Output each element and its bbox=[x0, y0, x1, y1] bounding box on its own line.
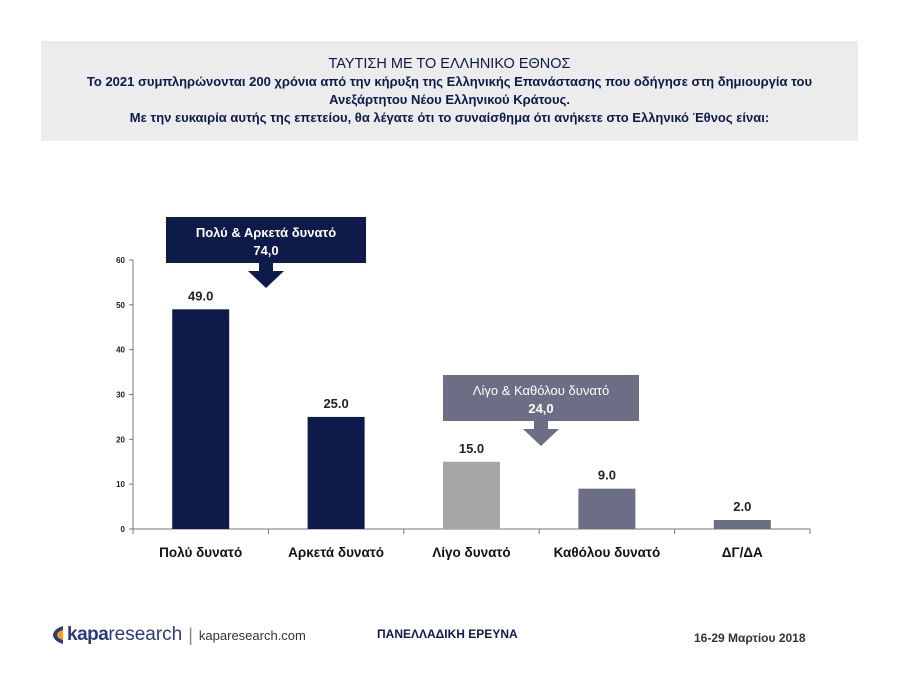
y-tick-label: 50 bbox=[116, 301, 125, 310]
bar bbox=[443, 461, 500, 529]
y-tick-label: 30 bbox=[116, 391, 125, 400]
category-label: Αρκετά δυνατό bbox=[288, 545, 384, 560]
logo-research: research bbox=[108, 624, 183, 645]
y-tick-label: 60 bbox=[116, 256, 125, 265]
category-label: ΔΓ/ΔΑ bbox=[722, 545, 763, 560]
y-tick-label: 20 bbox=[116, 435, 125, 444]
question-line-2: Ανεξάρτητου Νέου Ελληνικού Κράτους. bbox=[329, 92, 570, 107]
y-tick-label: 10 bbox=[116, 480, 125, 489]
annotation-value: 24,0 bbox=[528, 401, 553, 416]
bar bbox=[307, 416, 365, 529]
annotation-box bbox=[443, 375, 639, 421]
survey-label: ΠΑΝΕΛΛΑΔΙΚΗ ΕΡΕΥΝΑ bbox=[377, 627, 518, 641]
annotation-arrow bbox=[248, 263, 284, 288]
bar bbox=[578, 488, 636, 529]
question-line-1: Το 2021 συμπληρώνονται 200 χρόνια από τη… bbox=[86, 74, 813, 89]
bar-value-label: 25.0 bbox=[323, 396, 348, 411]
y-tick-label: 0 bbox=[121, 525, 126, 534]
bar-value-label: 49.0 bbox=[188, 288, 213, 303]
chart-title: ΤΑΥΤΙΣΗ ΜΕ ΤΟ ΕΛΛΗΝΙΚΟ ΕΘΝΟΣ bbox=[328, 56, 571, 72]
survey-date: 16-29 Μαρτίου 2018 bbox=[694, 631, 806, 645]
logo-mark-icon bbox=[53, 626, 63, 644]
logo-kapa: kapa bbox=[67, 624, 109, 645]
bar-value-label: 15.0 bbox=[459, 441, 484, 456]
category-label: Πολύ δυνατό bbox=[159, 545, 242, 560]
kapa-research-logo: kapa research | kaparesearch.com bbox=[52, 624, 306, 646]
annotation-box bbox=[166, 217, 366, 263]
logo-separator: | bbox=[188, 624, 193, 645]
annotation-arrow bbox=[523, 421, 559, 446]
chart-header: ΤΑΥΤΙΣΗ ΜΕ ΤΟ ΕΛΛΗΝΙΚΟ ΕΘΝΟΣ Το 2021 συμ… bbox=[41, 41, 858, 141]
bar-value-label: 2.0 bbox=[733, 499, 751, 514]
question-line-3: Με την ευκαιρία αυτής της επετείου, θα λ… bbox=[129, 110, 770, 125]
y-tick-label: 40 bbox=[116, 346, 125, 355]
category-label: Λίγο δυνατό bbox=[432, 545, 510, 560]
bar bbox=[172, 309, 230, 529]
annotation-label: Πολύ & Αρκετά δυνατό bbox=[196, 225, 336, 240]
bar-value-label: 9.0 bbox=[598, 468, 616, 483]
annotation-label: Λίγο & Καθόλου δυνατό bbox=[473, 383, 609, 398]
bar bbox=[713, 520, 771, 529]
category-label: Καθόλου δυνατό bbox=[554, 545, 661, 560]
logo-url: kaparesearch.com bbox=[198, 627, 306, 643]
annotation-value: 74,0 bbox=[253, 243, 278, 258]
